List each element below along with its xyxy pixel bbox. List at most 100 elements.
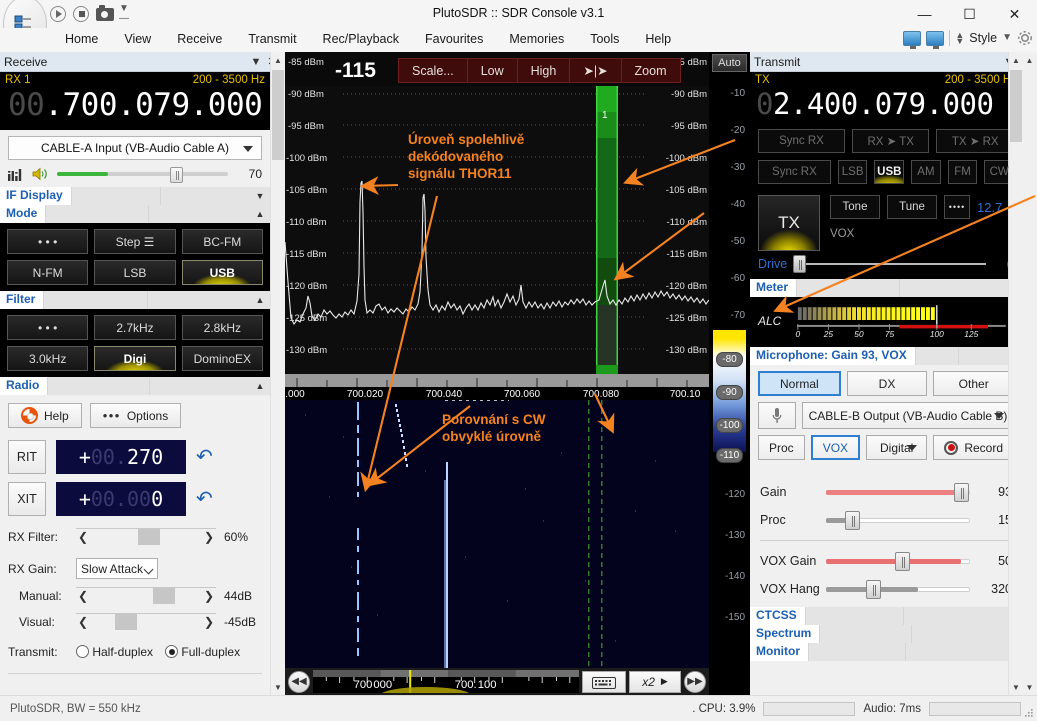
step-back-button[interactable]: ◀◀ bbox=[288, 670, 310, 693]
spectrum-high-button[interactable]: High bbox=[518, 59, 571, 82]
mic-profile-normal-button[interactable]: Normal bbox=[758, 371, 841, 396]
spectrum-zoom-button[interactable]: Zoom bbox=[634, 63, 667, 78]
rit-value[interactable]: +00. 270 bbox=[56, 440, 186, 474]
half-duplex-radio[interactable]: Half-duplex bbox=[76, 645, 153, 659]
mode-button-usb[interactable]: USB bbox=[181, 260, 263, 285]
visual-gain-increase-icon[interactable]: ❯ bbox=[203, 615, 215, 629]
scroll-down-icon[interactable]: ▼ bbox=[1012, 682, 1020, 692]
spectrum-fit-button[interactable]: ➤|➤ bbox=[570, 59, 622, 82]
zoom-multiplier-button[interactable]: x2 ▶ bbox=[629, 670, 681, 693]
speaker-icon[interactable] bbox=[32, 167, 49, 181]
tx-mode-usb-button[interactable]: USB bbox=[874, 160, 905, 184]
scroll-up-icon[interactable]: ▲ bbox=[1012, 55, 1020, 65]
filter-button-digi[interactable]: Digi bbox=[94, 346, 176, 371]
visual-gain-decrease-icon[interactable]: ❮ bbox=[77, 615, 89, 629]
tab-meter[interactable]: Meter bbox=[750, 279, 797, 297]
mode-button-lsb[interactable]: LSB bbox=[94, 260, 176, 285]
tx-to-rx-button[interactable]: TX ➤ RX bbox=[936, 129, 1014, 153]
tx-sync-rx-button-2[interactable]: Sync RX bbox=[758, 160, 831, 184]
rit-reset-icon[interactable]: ↶ bbox=[196, 446, 213, 468]
close-button[interactable]: ✕ bbox=[1008, 5, 1021, 22]
filter-button-2p7khz[interactable]: 2.7kHz bbox=[94, 315, 176, 340]
filter-button-3p0khz[interactable]: 3.0kHz bbox=[7, 346, 89, 371]
rx-filter-slider[interactable]: ❮ ❯ bbox=[76, 528, 216, 546]
tab-ctcss[interactable]: CTCSS bbox=[750, 607, 805, 625]
spectrum-scale-button[interactable]: Scale... bbox=[399, 59, 468, 82]
waterfall-display[interactable] bbox=[285, 400, 709, 668]
tab-radio[interactable]: Radio bbox=[0, 377, 48, 395]
spinner-updown-icon[interactable]: ▲ ▼ bbox=[955, 30, 965, 46]
tone-button[interactable]: Tone bbox=[830, 195, 880, 219]
filter-collapse-icon[interactable]: ▲ bbox=[255, 295, 265, 305]
minimize-button[interactable]: — bbox=[917, 6, 932, 22]
outer-scroll-down-icon[interactable]: ▼ bbox=[1025, 682, 1034, 692]
equalizer-icon[interactable] bbox=[8, 168, 24, 181]
mode-button-nfm[interactable]: N-FM bbox=[7, 260, 89, 285]
volume-slider[interactable] bbox=[57, 167, 228, 183]
rit-button[interactable]: RIT bbox=[8, 440, 46, 474]
full-duplex-radio[interactable]: Full-duplex bbox=[165, 645, 240, 659]
spectrum-low-button[interactable]: Low bbox=[468, 59, 518, 82]
mode-button-bcfm[interactable]: BC-FM bbox=[181, 229, 263, 254]
tx-mode-am-button[interactable]: AM bbox=[911, 160, 941, 184]
if-display-collapse-icon[interactable]: ▼ bbox=[255, 191, 265, 201]
scroll-up-icon[interactable]: ▲ bbox=[274, 55, 282, 65]
stop-button[interactable] bbox=[73, 5, 90, 23]
tx-frequency-value[interactable]: 02.400.079.000 bbox=[750, 86, 1022, 129]
menu-item-help[interactable]: Help bbox=[645, 32, 672, 46]
rx-to-tx-button[interactable]: RX ➤ TX bbox=[851, 129, 930, 153]
mic-profile-dx-button[interactable]: DX bbox=[846, 371, 928, 396]
menu-item-tools[interactable]: Tools bbox=[590, 32, 620, 46]
mode-collapse-icon[interactable]: ▲ bbox=[255, 209, 265, 219]
filter-button-dominoex[interactable]: DominoEX bbox=[181, 346, 263, 371]
scroll-thumb[interactable] bbox=[272, 70, 284, 160]
quick-access-chevron-down-icon[interactable]: ▼ — bbox=[119, 3, 129, 24]
filter-button-more[interactable]: • • • bbox=[7, 315, 89, 340]
tx-transmit-button[interactable]: TX bbox=[758, 195, 820, 251]
receive-panel-chevron-down-icon[interactable]: ▼ bbox=[250, 55, 262, 68]
menu-item-transmit[interactable]: Transmit bbox=[248, 32, 297, 46]
tx-more-options-button[interactable]: •••• bbox=[944, 195, 970, 219]
xit-reset-icon[interactable]: ↶ bbox=[196, 488, 213, 510]
gear-icon[interactable] bbox=[1017, 30, 1033, 46]
tab-monitor[interactable]: Monitor bbox=[750, 643, 808, 661]
rx-gain-select[interactable]: Slow Attack bbox=[76, 558, 158, 579]
visual-gain-slider[interactable]: ❮ ❯ bbox=[76, 613, 216, 631]
maximize-button[interactable]: ☐ bbox=[963, 5, 976, 22]
tab-mode[interactable]: Mode bbox=[0, 205, 46, 223]
menu-item-favourites[interactable]: Favourites bbox=[424, 32, 484, 46]
keyboard-entry-button[interactable] bbox=[582, 670, 626, 693]
proc-toggle-button[interactable]: Proc bbox=[758, 435, 805, 460]
digital-mode-select[interactable]: Digital bbox=[866, 435, 928, 460]
mic-device-select[interactable]: CABLE-B Output (VB-Audio Cable B) bbox=[802, 402, 1014, 429]
manual-gain-slider[interactable]: ❮ ❯ bbox=[76, 587, 216, 605]
microphone-button[interactable] bbox=[758, 402, 796, 429]
radio-collapse-icon[interactable]: ▲ bbox=[255, 381, 265, 391]
proc-slider[interactable] bbox=[826, 510, 970, 530]
resize-grip-icon[interactable] bbox=[1024, 708, 1034, 718]
filter-button-2p8khz[interactable]: 2.8kHz bbox=[181, 315, 263, 340]
mode-button-more[interactable]: • • • bbox=[7, 229, 89, 254]
play-button[interactable] bbox=[50, 5, 67, 23]
waterfall-color-scale[interactable]: Auto -10 -20 -30 -40 -50 -60 -70 -80 -90… bbox=[709, 52, 750, 695]
transmit-panel-scrollbar[interactable]: ▲ ▼ bbox=[1008, 52, 1022, 695]
xit-button[interactable]: XIT bbox=[8, 482, 46, 516]
receive-panel-scrollbar[interactable]: ▲ ▼ bbox=[270, 52, 284, 695]
vox-gain-slider[interactable] bbox=[826, 551, 970, 571]
rx-frequency-display[interactable]: RX 1 200 - 3500 Hz 00.700.079.000 bbox=[0, 72, 270, 130]
menu-item-memories[interactable]: Memories bbox=[509, 32, 565, 46]
tune-button[interactable]: Tune bbox=[887, 195, 937, 219]
frequency-scale-strip[interactable]: 700 000 700. 100 bbox=[313, 670, 579, 693]
menu-item-receive[interactable]: Receive bbox=[177, 32, 223, 46]
monitor-2-icon[interactable] bbox=[926, 30, 945, 49]
mic-profile-other-button[interactable]: Other bbox=[933, 371, 1015, 396]
monitor-1-icon[interactable] bbox=[903, 30, 922, 49]
drive-slider[interactable] bbox=[793, 255, 986, 273]
step-forward-button[interactable]: ▶▶ bbox=[684, 670, 706, 693]
tab-filter[interactable]: Filter bbox=[0, 291, 44, 309]
menu-item-home[interactable]: Home bbox=[65, 32, 99, 46]
vox-toggle-button[interactable]: VOX bbox=[810, 435, 861, 460]
scroll-down-icon[interactable]: ▼ bbox=[274, 682, 282, 692]
tx-mode-fm-button[interactable]: FM bbox=[947, 160, 978, 184]
options-button[interactable]: ••• Options bbox=[89, 403, 182, 428]
